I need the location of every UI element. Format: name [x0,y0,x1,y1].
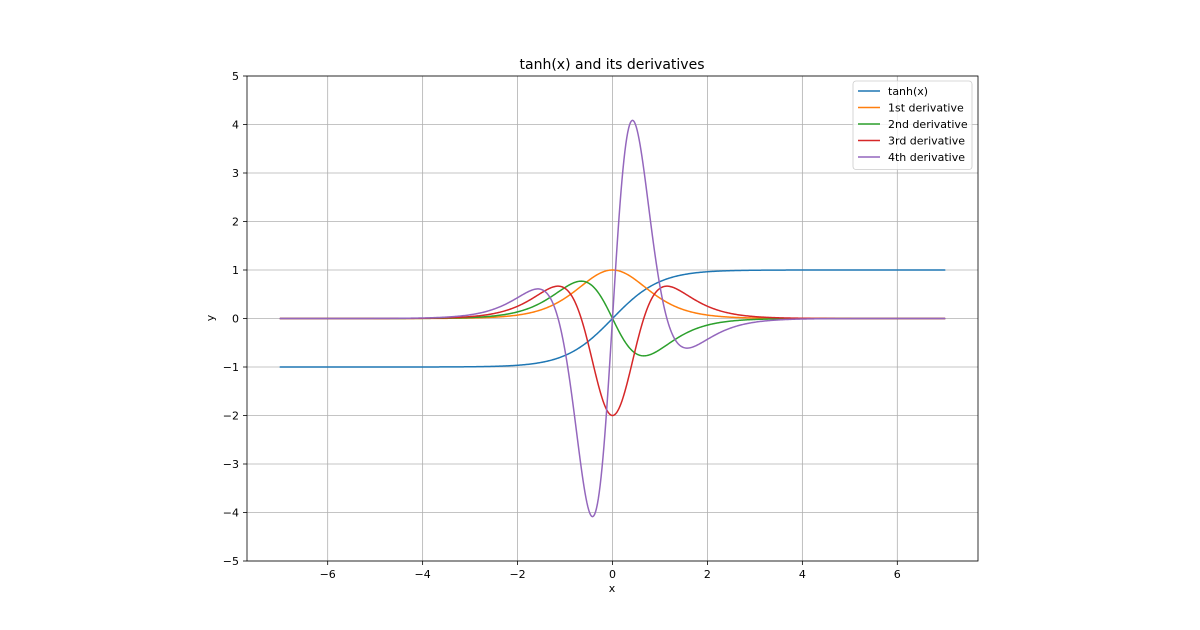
x-tick-label: 2 [704,568,711,581]
legend-label: 4th derivative [888,151,965,164]
x-axis-label: x [609,582,616,595]
x-tick-label: −2 [509,568,525,581]
y-tick-label: 3 [232,167,239,180]
y-tick-label: −4 [223,507,239,520]
x-tick-label: −6 [320,568,336,581]
y-tick-label: 5 [232,70,239,83]
x-tick-label: 0 [609,568,616,581]
y-tick-label: −3 [223,458,239,471]
y-axis-label: y [204,314,217,321]
y-tick-label: −1 [223,361,239,374]
x-axis-ticks: −6 −4 −2 0 2 4 6 [320,561,901,581]
x-tick-label: −4 [415,568,431,581]
legend-label: tanh(x) [888,85,928,98]
y-tick-label: −2 [223,410,239,423]
legend: tanh(x) 1st derivative 2nd derivative 3rd d… [852,80,973,170]
series-lines [279,119,946,518]
y-tick-label: 4 [232,119,239,132]
y-tick-label: −5 [223,555,239,568]
series-line-5 [279,119,946,518]
legend-label: 2nd derivative [888,118,968,131]
y-tick-label: 2 [232,216,239,229]
legend-label: 1st derivative [888,102,964,115]
legend-label: 3rd derivative [888,135,965,148]
chart-title: tanh(x) and its derivatives [520,57,705,73]
legend-box [852,80,973,170]
y-tick-label: 1 [232,264,239,277]
x-tick-label: 6 [894,568,901,581]
x-tick-label: 4 [799,568,806,581]
y-axis-ticks: −5 −4 −3 −2 −1 0 1 2 3 4 5 [223,70,247,568]
y-tick-label: 0 [232,313,239,326]
